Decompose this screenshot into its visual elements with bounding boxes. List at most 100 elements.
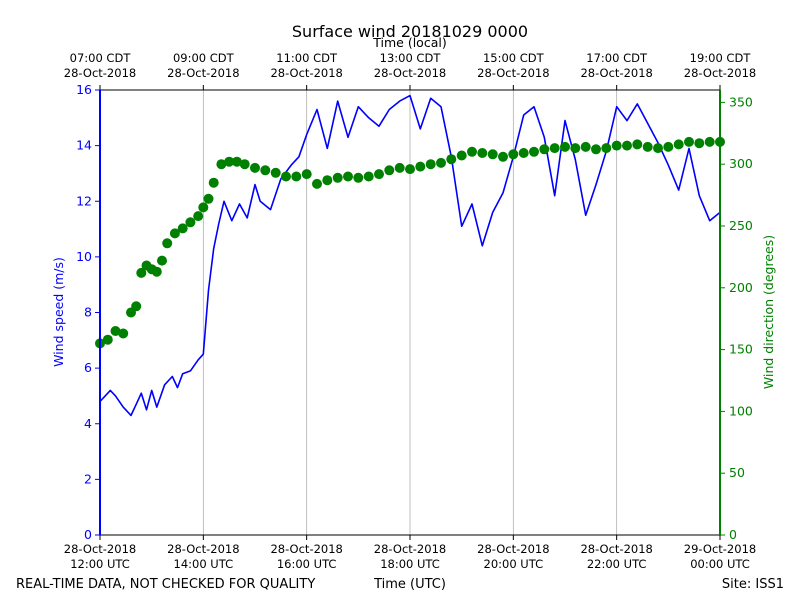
wind-direction-point xyxy=(611,140,622,151)
wind-direction-point xyxy=(118,328,129,339)
wind-direction-point xyxy=(260,165,271,176)
wind-direction-point xyxy=(425,159,436,170)
wind-direction-point xyxy=(231,156,242,167)
wind-direction-point xyxy=(203,193,214,204)
bottom-tick-date: 28-Oct-2018 xyxy=(64,542,136,556)
wind-direction-point xyxy=(353,172,364,183)
wind-direction-point xyxy=(477,148,488,158)
wind-direction-point xyxy=(601,143,612,154)
bottom-tick-time: 20:00 UTC xyxy=(484,557,544,571)
wind-direction-point xyxy=(384,165,395,176)
left-axis-label: Wind speed (m/s) xyxy=(51,257,66,367)
right-tick-label: 350 xyxy=(729,94,753,109)
top-tick-date: 28-Oct-2018 xyxy=(684,66,756,80)
wind-direction-point xyxy=(549,143,560,154)
wind-direction-series xyxy=(95,136,725,349)
wind-direction-point xyxy=(185,217,196,228)
wind-direction-point xyxy=(591,144,601,155)
wind-direction-point xyxy=(136,267,147,278)
bottom-tick-time: 22:00 UTC xyxy=(587,557,647,571)
wind-direction-point xyxy=(270,167,281,178)
wind-direction-point xyxy=(169,228,180,239)
left-tick-label: 6 xyxy=(84,360,92,375)
left-tick-label: 10 xyxy=(76,249,92,264)
wind-direction-point xyxy=(177,223,188,234)
wind-direction-point xyxy=(374,169,384,180)
bottom-tick-date: 28-Oct-2018 xyxy=(270,542,342,556)
bottom-tick-time: 00:00 UTC xyxy=(690,557,750,571)
chart-title: Surface wind 20181029 0000 xyxy=(292,22,528,41)
wind-direction-point xyxy=(539,144,550,155)
wind-direction-point xyxy=(332,172,343,183)
wind-direction-point xyxy=(301,169,312,180)
bottom-tick-date: 28-Oct-2018 xyxy=(167,542,239,556)
top-tick-date: 28-Oct-2018 xyxy=(477,66,549,80)
left-axis-ticks: 0 2 4 6 8 10 12 14 16 xyxy=(76,82,100,542)
wind-direction-point xyxy=(224,156,235,167)
wind-direction-point xyxy=(198,202,209,213)
top-tick-date: 28-Oct-2018 xyxy=(64,66,136,80)
left-tick-label: 2 xyxy=(84,471,92,486)
wind-direction-point xyxy=(193,211,204,222)
right-axis-ticks: 0 50 100 150 200 250 300 350 xyxy=(720,94,753,542)
wind-direction-point xyxy=(151,266,162,277)
wind-direction-point xyxy=(529,146,539,157)
wind-direction-point xyxy=(518,148,529,158)
right-tick-label: 300 xyxy=(729,156,753,171)
quality-disclaimer: REAL-TIME DATA, NOT CHECKED FOR QUALITY xyxy=(16,577,315,592)
bottom-tick-time: 14:00 UTC xyxy=(174,557,234,571)
right-tick-label: 250 xyxy=(729,218,753,233)
left-tick-label: 8 xyxy=(84,305,92,320)
wind-direction-point xyxy=(622,140,632,151)
wind-direction-point xyxy=(694,138,705,149)
wind-direction-point xyxy=(216,159,227,170)
wind-direction-point xyxy=(363,171,374,182)
wind-direction-point xyxy=(343,171,353,182)
wind-direction-point xyxy=(456,150,467,161)
wind-direction-point xyxy=(570,143,581,154)
top-tick-time: 19:00 CDT xyxy=(690,51,752,65)
top-tick-time: 13:00 CDT xyxy=(380,51,442,65)
wind-direction-point xyxy=(632,139,643,150)
wind-direction-point xyxy=(110,326,121,336)
top-tick-date: 28-Oct-2018 xyxy=(374,66,446,80)
bottom-tick-time: 12:00 UTC xyxy=(70,557,130,571)
wind-direction-point xyxy=(322,175,333,186)
left-tick-label: 0 xyxy=(84,527,92,542)
wind-direction-point xyxy=(162,238,173,249)
wind-direction-point xyxy=(673,139,684,150)
bottom-tick-time: 16:00 UTC xyxy=(277,557,337,571)
bottom-tick-date: 28-Oct-2018 xyxy=(580,542,652,556)
wind-direction-point xyxy=(250,162,260,173)
wind-direction-point xyxy=(157,255,167,266)
wind-direction-point xyxy=(580,141,591,152)
wind-direction-point xyxy=(436,157,446,168)
top-tick-time: 17:00 CDT xyxy=(586,51,648,65)
bottom-tick-time: 18:00 UTC xyxy=(380,557,440,571)
right-tick-label: 100 xyxy=(729,403,753,418)
left-tick-label: 4 xyxy=(84,416,92,431)
site-label: Site: ISS1 xyxy=(722,577,784,592)
wind-direction-point xyxy=(508,149,519,160)
bottom-tick-date: 28-Oct-2018 xyxy=(374,542,446,556)
wind-direction-point xyxy=(498,151,508,162)
wind-direction-point xyxy=(487,149,498,160)
left-tick-label: 16 xyxy=(76,82,92,97)
top-tick-time: 09:00 CDT xyxy=(173,51,235,65)
wind-direction-point xyxy=(560,141,570,152)
wind-direction-point xyxy=(446,154,457,165)
wind-direction-point xyxy=(131,301,142,312)
wind-direction-point xyxy=(415,161,426,172)
right-tick-label: 50 xyxy=(729,465,745,480)
wind-direction-point xyxy=(653,143,663,154)
top-tick-date: 28-Oct-2018 xyxy=(580,66,652,80)
wind-direction-point xyxy=(467,146,477,157)
top-tick-time: 11:00 CDT xyxy=(276,51,338,65)
top-axis-label: Time (local) xyxy=(372,35,446,50)
top-tick-time: 15:00 CDT xyxy=(483,51,545,65)
wind-speed-series xyxy=(99,94,721,417)
